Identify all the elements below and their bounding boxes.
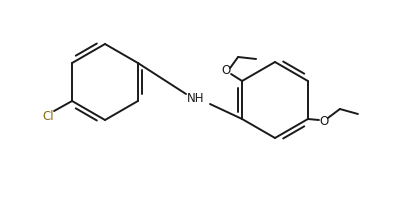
Text: NH: NH [187, 92, 205, 106]
Text: O: O [319, 114, 328, 127]
Text: Cl: Cl [42, 110, 54, 124]
Text: O: O [221, 64, 231, 78]
